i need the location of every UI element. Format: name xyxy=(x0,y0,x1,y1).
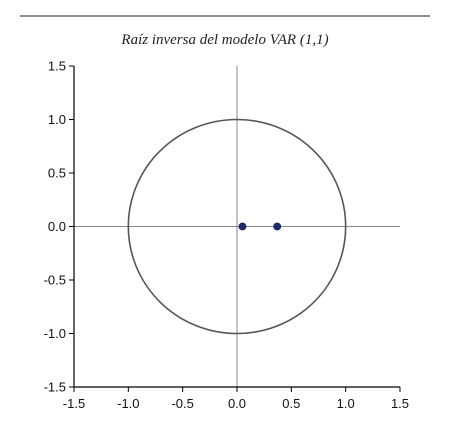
roots-series xyxy=(238,222,282,231)
y-tick-label: -0.5 xyxy=(44,273,66,288)
chart-title: Raíz inversa del modelo VAR (1,1) xyxy=(120,32,328,48)
y-tick-label: 0.5 xyxy=(48,166,66,181)
x-tick-label: -1.0 xyxy=(117,396,139,411)
x-tick-label: -1.5 xyxy=(63,396,85,411)
unit-circle xyxy=(127,118,347,335)
x-tick-label: 1.5 xyxy=(391,396,409,411)
root-point xyxy=(238,222,247,231)
y-tick-label: 1.5 xyxy=(48,59,66,74)
y-tick-label: -1.0 xyxy=(44,326,66,341)
y-tick-label: -1.5 xyxy=(44,380,66,395)
x-tick-label: 0.0 xyxy=(228,396,246,411)
x-tick-label: 0.5 xyxy=(282,396,300,411)
root-point xyxy=(273,222,282,231)
x-tick-label: -0.5 xyxy=(171,396,193,411)
x-tick-label: 1.0 xyxy=(337,396,355,411)
y-tick-label: 1.0 xyxy=(48,112,66,127)
tick-labels: 1.5 1.0 0.5 0.0 -0.5 -1.0 -1.5-1.5 -1.0 -0.5 0.0 0… xyxy=(44,59,409,412)
axes xyxy=(69,65,401,392)
y-tick-label: 0.0 xyxy=(48,219,66,234)
plot-area xyxy=(74,66,400,387)
